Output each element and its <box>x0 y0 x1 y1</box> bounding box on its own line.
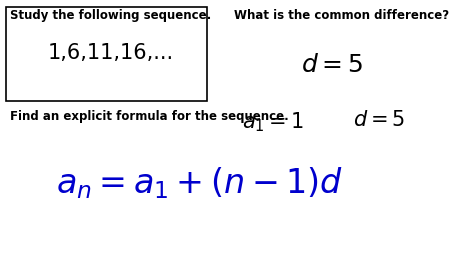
Text: $a_n = a_1 + (n-1)d$: $a_n = a_1 + (n-1)d$ <box>55 165 343 201</box>
Text: $a_1=1$: $a_1=1$ <box>242 110 303 134</box>
Bar <box>6 7 207 101</box>
Text: 1,6,11,16,...: 1,6,11,16,... <box>47 43 173 63</box>
Text: Study the following sequence.: Study the following sequence. <box>10 9 212 22</box>
Text: What is the common difference?: What is the common difference? <box>234 9 449 22</box>
Text: $d=5$: $d=5$ <box>353 110 405 130</box>
Text: $d=5$: $d=5$ <box>301 53 363 77</box>
Text: Find an explicit formula for the sequence.: Find an explicit formula for the sequenc… <box>10 110 289 123</box>
